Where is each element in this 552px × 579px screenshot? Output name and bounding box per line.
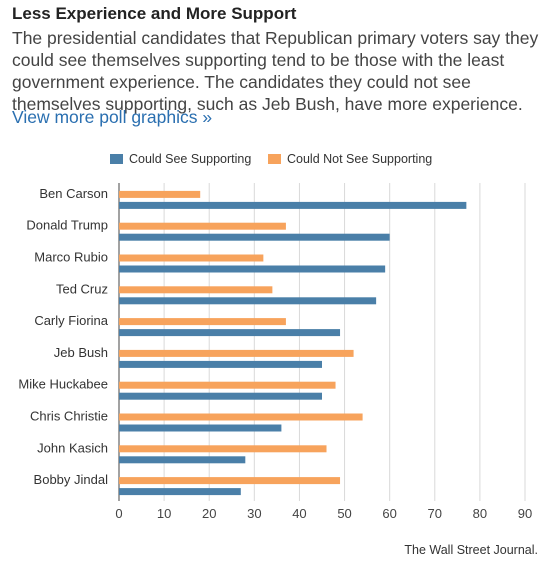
category-label: Jeb Bush <box>54 345 108 360</box>
category-label: Carly Fiorina <box>34 313 108 328</box>
legend-label-could-not-see: Could Not See Supporting <box>287 152 433 166</box>
category-label: John Kasich <box>37 440 108 455</box>
bar-could-see <box>119 488 241 496</box>
bar-could-see <box>119 265 386 273</box>
category-label: Ted Cruz <box>56 281 108 296</box>
bar-could-not-see <box>119 222 286 230</box>
bar-could-not-see <box>119 190 201 198</box>
bar-could-not-see <box>119 477 341 485</box>
x-tick-label: 0 <box>115 506 122 521</box>
bar-could-see <box>119 201 467 209</box>
x-tick-label: 40 <box>292 506 306 521</box>
bar-could-not-see <box>119 413 363 421</box>
bar-could-see <box>119 360 322 368</box>
category-label: Chris Christie <box>30 409 108 424</box>
bar-could-not-see <box>119 445 327 453</box>
bar-could-see <box>119 329 341 337</box>
category-label: Mike Huckabee <box>18 377 108 392</box>
x-tick-label: 90 <box>518 506 532 521</box>
legend-label-could-see: Could See Supporting <box>129 152 252 166</box>
x-tick-label: 60 <box>382 506 396 521</box>
bar-could-not-see <box>119 286 273 294</box>
bar-could-not-see <box>119 381 336 389</box>
x-tick-label: 80 <box>473 506 487 521</box>
chart-subtitle: The presidential candidates that Republi… <box>12 28 539 114</box>
x-tick-label: 10 <box>157 506 171 521</box>
legend-swatch-could-not-see <box>268 154 281 164</box>
chart-legend: Could See Supporting Could Not See Suppo… <box>0 152 552 170</box>
bar-could-not-see <box>119 254 264 262</box>
view-more-poll-graphics-link[interactable]: View more poll graphics » <box>12 107 213 127</box>
bar-could-see <box>119 392 322 400</box>
x-tick-label: 30 <box>247 506 261 521</box>
bar-could-see <box>119 424 282 432</box>
legend-item-could-not-see: Could Not See Supporting <box>268 152 432 166</box>
source-credit: The Wall Street Journal. <box>404 543 538 557</box>
bar-could-not-see <box>119 349 354 357</box>
category-label: Donald Trump <box>26 218 108 233</box>
x-tick-label: 70 <box>428 506 442 521</box>
bar-could-not-see <box>119 318 286 326</box>
x-tick-label: 20 <box>202 506 216 521</box>
bar-could-see <box>119 233 390 241</box>
category-label: Ben Carson <box>39 186 108 201</box>
legend-swatch-could-see <box>110 154 123 164</box>
chart-title: Less Experience and More Support <box>12 4 297 23</box>
bar-could-see <box>119 297 377 305</box>
category-label: Marco Rubio <box>34 250 108 265</box>
legend-item-could-see: Could See Supporting <box>110 152 251 166</box>
x-tick-label: 50 <box>337 506 351 521</box>
category-label: Bobby Jindal <box>34 472 109 487</box>
bar-could-see <box>119 456 246 464</box>
